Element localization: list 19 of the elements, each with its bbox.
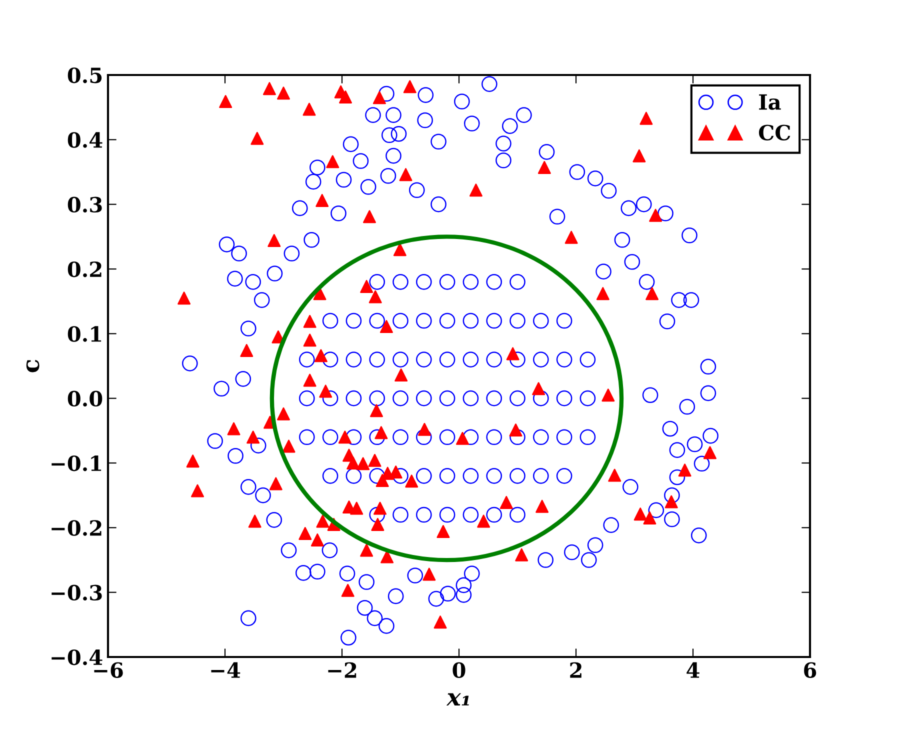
x-axis-title: x₁ [446,693,469,706]
x-tick-label: 2 [570,662,582,678]
y-tick-label: 0.1 [68,326,102,342]
y-axis-title: c [26,360,40,372]
x-tick-label: −2 [328,662,356,678]
legend-label: Ia [759,94,781,110]
y-tick-label: 0.4 [68,132,102,148]
y-tick-label: −0.3 [52,584,102,601]
y-tick-label: 0.2 [68,261,102,278]
x-tick-label: −4 [211,662,240,678]
y-tick-label: −0.1 [52,455,102,472]
y-tick-label: 0.0 [68,390,102,407]
y-tick-label: 0.3 [68,196,102,213]
x-tick-label: 4 [686,662,700,678]
legend-label: CC [758,124,790,140]
x-tick-label: 6 [804,662,816,678]
x-tick-label: 0 [452,662,466,678]
y-tick-label: −0.2 [52,520,102,536]
y-tick-label: 0.5 [68,67,102,84]
